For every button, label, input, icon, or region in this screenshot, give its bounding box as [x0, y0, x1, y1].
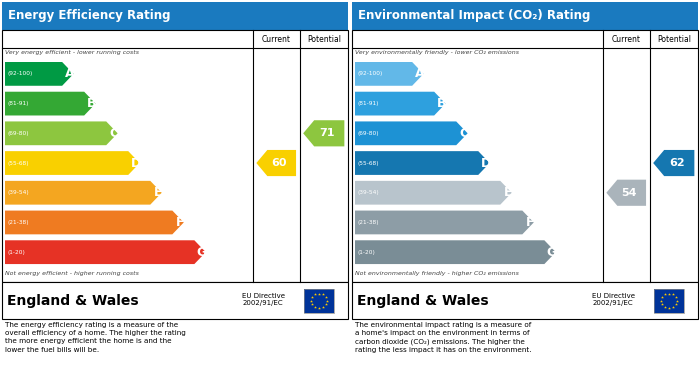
Polygon shape — [5, 211, 183, 234]
Text: Current: Current — [262, 34, 290, 43]
Text: (69-80): (69-80) — [8, 131, 29, 136]
Bar — [2, 30, 348, 282]
Text: Not energy efficient - higher running costs: Not energy efficient - higher running co… — [5, 271, 139, 276]
Text: A: A — [65, 67, 74, 81]
Polygon shape — [355, 240, 556, 264]
Polygon shape — [355, 181, 512, 204]
Polygon shape — [5, 181, 162, 204]
Text: (21-38): (21-38) — [8, 220, 29, 225]
Text: 71: 71 — [319, 128, 335, 138]
Text: Very energy efficient - lower running costs: Very energy efficient - lower running co… — [5, 50, 139, 55]
Text: Not environmentally friendly - higher CO₂ emissions: Not environmentally friendly - higher CO… — [355, 271, 519, 276]
Polygon shape — [5, 240, 206, 264]
Text: Potential: Potential — [657, 34, 691, 43]
Polygon shape — [5, 122, 118, 145]
Text: (39-54): (39-54) — [358, 190, 379, 195]
Text: Very environmentally friendly - lower CO₂ emissions: Very environmentally friendly - lower CO… — [355, 50, 519, 55]
Text: (92-100): (92-100) — [8, 72, 34, 76]
Text: 62: 62 — [669, 158, 685, 168]
Bar — [352, 282, 698, 319]
Text: G: G — [547, 246, 557, 259]
Bar — [2, 282, 348, 319]
Text: C: C — [459, 127, 468, 140]
Text: England & Wales: England & Wales — [7, 294, 139, 307]
Text: Energy Efficiency Rating: Energy Efficiency Rating — [8, 9, 171, 23]
Polygon shape — [355, 122, 468, 145]
Text: Environmental Impact (CO₂) Rating: Environmental Impact (CO₂) Rating — [358, 9, 590, 23]
Text: D: D — [130, 156, 141, 170]
Bar — [304, 289, 334, 312]
Text: G: G — [197, 246, 207, 259]
Text: EU Directive
2002/91/EC: EU Directive 2002/91/EC — [242, 293, 286, 306]
Text: A: A — [415, 67, 424, 81]
Text: C: C — [109, 127, 118, 140]
Text: The environmental impact rating is a measure of
a home's impact on the environme: The environmental impact rating is a mea… — [355, 322, 531, 353]
Polygon shape — [303, 120, 344, 146]
Polygon shape — [5, 151, 140, 175]
Text: The energy efficiency rating is a measure of the
overall efficiency of a home. T: The energy efficiency rating is a measur… — [5, 322, 186, 353]
Text: (21-38): (21-38) — [358, 220, 379, 225]
Text: England & Wales: England & Wales — [357, 294, 489, 307]
Polygon shape — [256, 150, 296, 176]
Polygon shape — [653, 150, 694, 176]
Text: 60: 60 — [272, 158, 287, 168]
Bar — [352, 30, 698, 282]
Bar — [654, 289, 684, 312]
Text: B: B — [437, 97, 447, 110]
Text: F: F — [526, 216, 534, 229]
Bar — [2, 2, 348, 30]
Text: F: F — [176, 216, 184, 229]
Text: (55-68): (55-68) — [358, 161, 379, 165]
Text: (69-80): (69-80) — [358, 131, 379, 136]
Text: 54: 54 — [622, 188, 637, 198]
Polygon shape — [5, 62, 74, 86]
Polygon shape — [355, 92, 446, 115]
Text: Potential: Potential — [307, 34, 341, 43]
Text: (81-91): (81-91) — [358, 101, 379, 106]
Bar — [654, 289, 684, 312]
Text: D: D — [480, 156, 491, 170]
Text: EU Directive
2002/91/EC: EU Directive 2002/91/EC — [592, 293, 636, 306]
Bar — [352, 2, 698, 30]
Text: (1-20): (1-20) — [8, 250, 26, 255]
Polygon shape — [355, 151, 490, 175]
Polygon shape — [5, 92, 96, 115]
Text: (55-68): (55-68) — [8, 161, 29, 165]
Polygon shape — [355, 211, 533, 234]
Text: (81-91): (81-91) — [8, 101, 29, 106]
Polygon shape — [355, 62, 423, 86]
Text: (1-20): (1-20) — [358, 250, 376, 255]
Text: (39-54): (39-54) — [8, 190, 29, 195]
Text: (92-100): (92-100) — [358, 72, 384, 76]
Bar — [304, 289, 334, 312]
Text: B: B — [87, 97, 97, 110]
Text: E: E — [153, 186, 162, 199]
Text: Current: Current — [612, 34, 640, 43]
Polygon shape — [606, 180, 646, 206]
Text: E: E — [503, 186, 512, 199]
